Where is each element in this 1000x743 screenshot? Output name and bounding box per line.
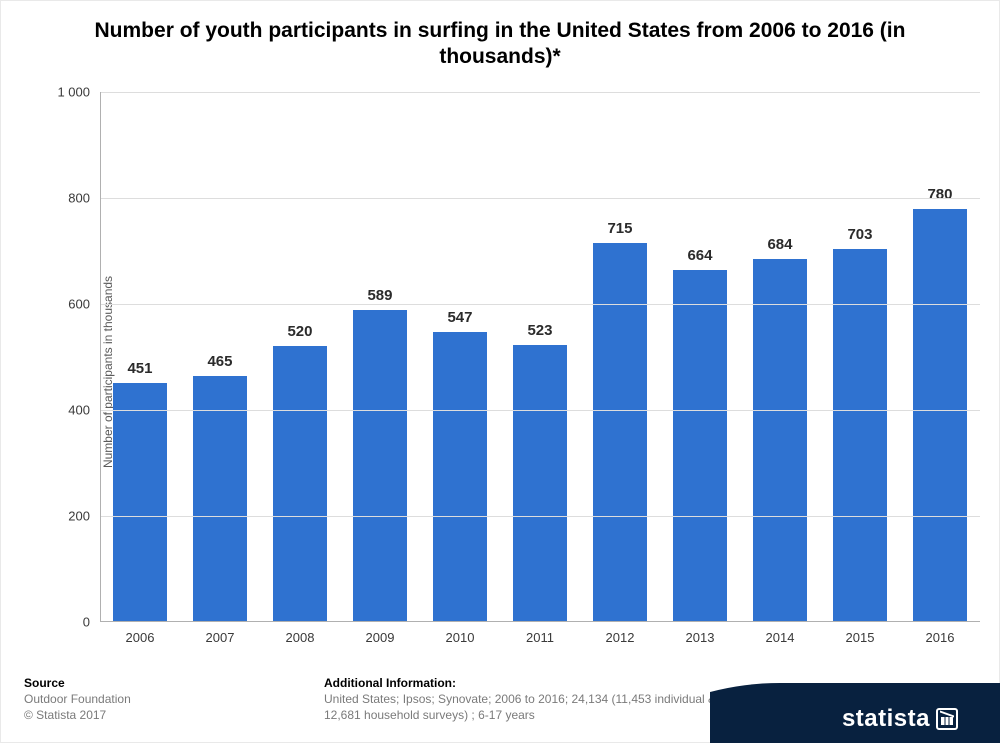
x-tick-label: 2016 <box>926 622 955 645</box>
source-heading: Source <box>24 675 131 691</box>
x-axis-line <box>100 621 980 622</box>
y-tick-label: 1 000 <box>57 85 100 100</box>
bar-value-label: 523 <box>527 322 552 345</box>
x-tick-label: 2013 <box>686 622 715 645</box>
bar-slot: 6842014 <box>740 92 820 622</box>
grid-line <box>100 410 980 411</box>
brand-logo: statista <box>710 683 1000 743</box>
source-block: Source Outdoor Foundation © Statista 201… <box>24 675 131 724</box>
logo-mark-icon <box>936 708 958 730</box>
additional-heading: Additional Information: <box>324 675 744 691</box>
x-tick-label: 2014 <box>766 622 795 645</box>
x-tick-label: 2015 <box>846 622 875 645</box>
bar: 780 <box>913 209 967 622</box>
bar-slot: 7802016 <box>900 92 980 622</box>
y-tick-label: 0 <box>83 615 100 630</box>
x-tick-label: 2012 <box>606 622 635 645</box>
bar-value-label: 451 <box>127 360 152 383</box>
x-tick-label: 2008 <box>286 622 315 645</box>
plot-area: 4512006465200752020085892009547201052320… <box>100 92 980 622</box>
bars-group: 4512006465200752020085892009547201052320… <box>100 92 980 622</box>
y-tick-label: 800 <box>68 191 100 206</box>
bar: 547 <box>433 332 487 622</box>
bar-slot: 7032015 <box>820 92 900 622</box>
footer: Source Outdoor Foundation © Statista 201… <box>24 671 1000 743</box>
x-tick-label: 2009 <box>366 622 395 645</box>
bar-value-label: 715 <box>607 220 632 243</box>
source-text: Outdoor Foundation <box>24 691 131 707</box>
bar-slot: 5232011 <box>500 92 580 622</box>
bar-value-label: 520 <box>287 323 312 346</box>
grid-line <box>100 92 980 93</box>
grid-line <box>100 304 980 305</box>
bar-value-label: 547 <box>447 309 472 332</box>
bar: 520 <box>273 346 327 622</box>
x-tick-label: 2007 <box>206 622 235 645</box>
y-tick-label: 400 <box>68 403 100 418</box>
bar-value-label: 589 <box>367 287 392 310</box>
bar-slot: 5202008 <box>260 92 340 622</box>
bar-value-label: 465 <box>207 353 232 376</box>
bar-value-label: 684 <box>767 236 792 259</box>
bar-slot: 7152012 <box>580 92 660 622</box>
bar-slot: 4652007 <box>180 92 260 622</box>
bar-slot: 5892009 <box>340 92 420 622</box>
bar: 703 <box>833 249 887 622</box>
grid-line <box>100 516 980 517</box>
x-tick-label: 2006 <box>126 622 155 645</box>
bar-slot: 4512006 <box>100 92 180 622</box>
bar: 465 <box>193 376 247 622</box>
bar: 589 <box>353 310 407 622</box>
bar-value-label: 664 <box>687 247 712 270</box>
x-tick-label: 2011 <box>526 622 554 645</box>
bar-slot: 5472010 <box>420 92 500 622</box>
logo-text: statista <box>842 705 958 733</box>
copyright-text: © Statista 2017 <box>24 707 131 723</box>
y-axis-line <box>100 92 101 622</box>
chart-area: Number of participants in thousands 4512… <box>60 92 980 652</box>
bar: 664 <box>673 270 727 622</box>
y-tick-label: 200 <box>68 509 100 524</box>
bar-slot: 6642013 <box>660 92 740 622</box>
bar: 684 <box>753 259 807 622</box>
grid-line <box>100 198 980 199</box>
y-tick-label: 600 <box>68 297 100 312</box>
bar: 715 <box>593 243 647 622</box>
additional-info-block: Additional Information: United States; I… <box>324 675 744 724</box>
bar-value-label: 703 <box>847 226 872 249</box>
logo-label: statista <box>842 705 930 733</box>
additional-text: United States; Ipsos; Synovate; 2006 to … <box>324 691 744 723</box>
chart-title: Number of youth participants in surfing … <box>0 0 1000 79</box>
x-tick-label: 2010 <box>446 622 475 645</box>
chart-container: Number of youth participants in surfing … <box>0 0 1000 743</box>
bar: 523 <box>513 345 567 622</box>
bar: 451 <box>113 383 167 622</box>
